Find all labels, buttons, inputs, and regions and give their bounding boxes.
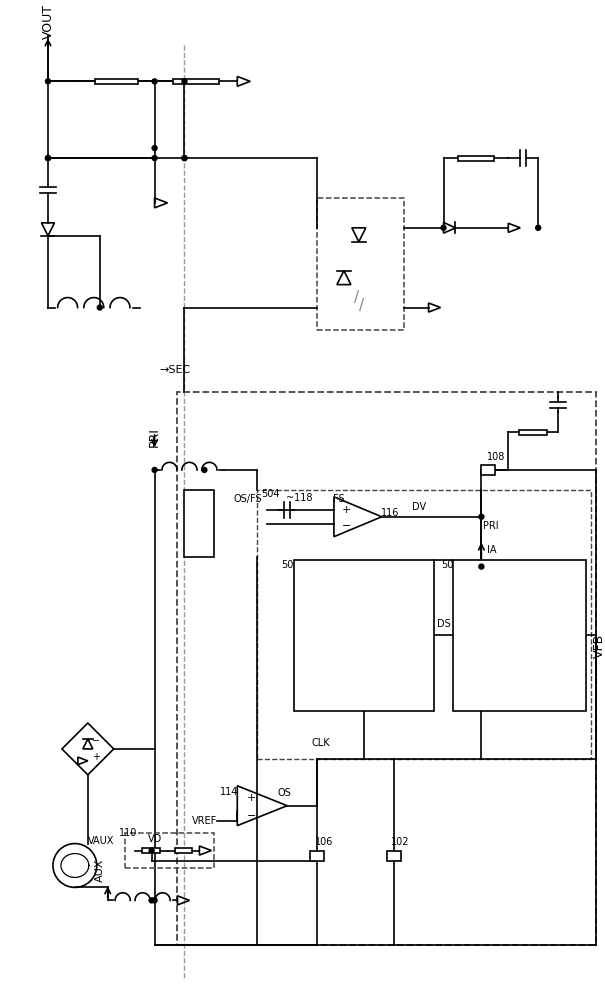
- Circle shape: [149, 848, 154, 853]
- Bar: [454, 560, 586, 711]
- Text: 5044: 5044: [442, 560, 466, 570]
- Text: −: −: [247, 811, 256, 821]
- Circle shape: [182, 156, 187, 161]
- Text: CLK: CLK: [312, 738, 330, 748]
- Text: →SEC: →SEC: [159, 365, 190, 375]
- Text: ~118: ~118: [286, 493, 312, 503]
- Bar: [519, 430, 547, 435]
- Bar: [310, 851, 324, 861]
- Bar: [294, 560, 434, 711]
- Circle shape: [152, 156, 157, 161]
- Bar: [125, 833, 214, 868]
- Text: VAUX: VAUX: [88, 836, 115, 846]
- Text: VD: VD: [148, 834, 162, 844]
- Text: VOUT: VOUT: [42, 4, 54, 39]
- Circle shape: [182, 79, 187, 84]
- Circle shape: [97, 305, 102, 310]
- Text: OS/FS: OS/FS: [234, 494, 262, 504]
- Text: 单元: 单元: [357, 650, 370, 660]
- Circle shape: [149, 898, 154, 903]
- Text: AUX: AUX: [95, 859, 105, 882]
- Text: +: +: [342, 505, 352, 515]
- Bar: [458, 156, 494, 161]
- Circle shape: [152, 467, 157, 472]
- Circle shape: [152, 79, 157, 84]
- Text: DV: DV: [411, 502, 426, 512]
- Text: +: +: [247, 793, 256, 803]
- Circle shape: [152, 146, 157, 151]
- Text: 106: 106: [315, 837, 333, 847]
- Text: −: −: [92, 736, 100, 746]
- Text: OS: OS: [277, 788, 291, 798]
- Text: ~: ~: [194, 525, 205, 539]
- Circle shape: [202, 467, 207, 472]
- Text: 102: 102: [391, 837, 410, 847]
- Text: 第一逻辑: 第一逻辑: [350, 630, 377, 640]
- Bar: [142, 848, 160, 853]
- Circle shape: [45, 156, 50, 161]
- Bar: [173, 79, 219, 84]
- Text: 第二逻辑: 第二逻辑: [506, 630, 532, 640]
- Bar: [95, 79, 138, 84]
- Circle shape: [479, 514, 484, 519]
- Circle shape: [45, 79, 50, 84]
- Text: −: −: [342, 521, 352, 531]
- Circle shape: [441, 225, 446, 230]
- Circle shape: [182, 156, 187, 161]
- Text: 单元: 单元: [512, 650, 526, 660]
- Text: /: /: [355, 290, 359, 305]
- Text: 500: 500: [194, 513, 204, 532]
- Text: DS: DS: [437, 619, 450, 629]
- Text: IPRI: IPRI: [480, 521, 499, 531]
- Text: 110: 110: [119, 828, 137, 838]
- Circle shape: [45, 156, 50, 161]
- Text: 116: 116: [381, 508, 399, 518]
- Bar: [185, 490, 214, 557]
- Text: 504: 504: [261, 489, 280, 499]
- Circle shape: [152, 898, 157, 903]
- Text: VFB: VFB: [592, 634, 605, 658]
- Text: 114: 114: [220, 787, 238, 797]
- Bar: [177, 392, 596, 945]
- Bar: [482, 465, 495, 475]
- Text: 108: 108: [487, 452, 506, 462]
- Text: +: +: [92, 752, 100, 762]
- Circle shape: [535, 225, 541, 230]
- Circle shape: [479, 564, 484, 569]
- Text: FS: FS: [333, 494, 345, 504]
- Bar: [387, 851, 401, 861]
- Text: 5042: 5042: [281, 560, 306, 570]
- Bar: [175, 848, 192, 853]
- Text: PRI: PRI: [148, 427, 161, 447]
- Text: /: /: [359, 298, 364, 313]
- Bar: [317, 198, 404, 330]
- Text: IA: IA: [486, 545, 496, 555]
- Bar: [257, 490, 591, 759]
- Text: VREF: VREF: [192, 816, 217, 826]
